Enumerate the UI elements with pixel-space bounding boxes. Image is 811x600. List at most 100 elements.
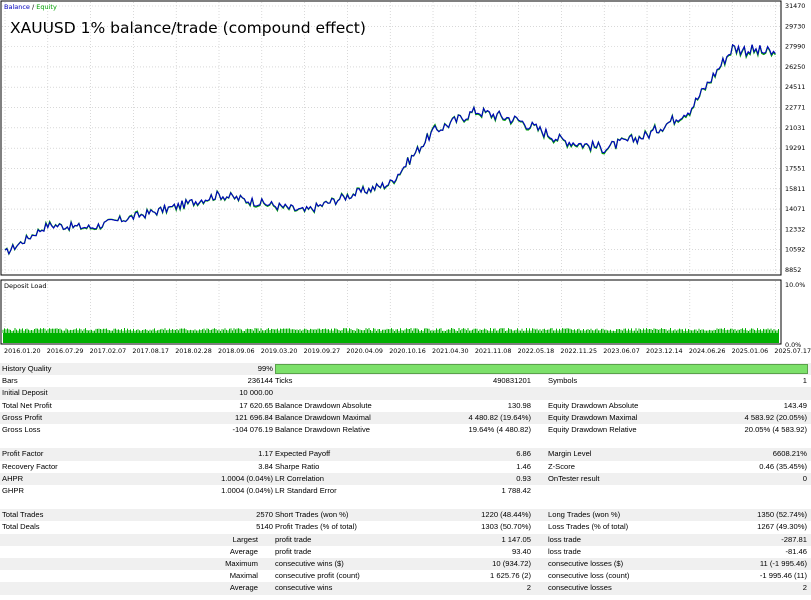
x-tick-label: 2017.08.17: [132, 347, 169, 355]
x-tick-label: 2025.01.06: [732, 347, 769, 355]
margin-level-label: Margin Level: [548, 449, 592, 459]
row-maximal: Maximal consecutive profit (count) 1 625…: [0, 570, 811, 582]
equity-dd-rel-value: 20.05% (4 583.92): [744, 424, 807, 434]
profit-factor-label: Profit Factor: [2, 449, 44, 459]
x-tick-label: 2018.09.06: [218, 347, 255, 355]
x-tick-label: 2021.11.08: [475, 347, 512, 355]
average-profit-value: 93.40: [511, 546, 531, 556]
equity-dd-rel-label: Equity Drawdown Relative: [548, 424, 637, 434]
y-tick-label: 19291: [785, 144, 805, 152]
x-tick-label: 2020.04.09: [346, 347, 383, 355]
deposit-load-bars: [3, 333, 779, 343]
total-deals-label: Total Deals: [2, 522, 40, 532]
maximal-cons-loss-value: -1 995.46 (11): [759, 571, 807, 581]
average-profit-label: profit trade: [275, 546, 312, 556]
x-tick-label: 2019.03.20: [261, 347, 298, 355]
balance-dd-abs-value: 130.98: [507, 400, 531, 410]
history-quality-bar: [275, 364, 808, 374]
lr-correlation-label: LR Correlation: [275, 473, 324, 483]
grid: [2, 2, 780, 274]
average-consecutive-label: Average: [229, 583, 258, 593]
balance-dd-rel-label: Balance Drawdown Relative: [275, 424, 370, 434]
balance-dd-abs-label: Balance Drawdown Absolute: [275, 400, 372, 410]
y-tick-label: 17551: [785, 164, 805, 172]
ontester-value: 0: [802, 473, 807, 483]
deposit-load-chart: Deposit Load 10.0% 0.0% 2016.01.20 2016.0…: [0, 279, 811, 355]
total-net-profit-label: Total Net Profit: [2, 400, 52, 410]
profit-trades-value: 1303 (50.70%): [481, 522, 531, 532]
average-label: Average: [229, 546, 258, 556]
row-total-trades: Total Trades 2570 Short Trades (won %) 1…: [0, 509, 811, 522]
ticks-value: 490831201: [492, 376, 531, 386]
x-tick-label: 2022.05.18: [518, 347, 555, 355]
ahpr-value: 1.0004 (0.04%): [221, 473, 273, 483]
y-axis-ticks: 31470 29730 27990 26250 24511 22771 21031 19291…: [785, 2, 805, 274]
y-tick-label: 22771: [785, 104, 805, 112]
recovery-factor-label: Recovery Factor: [2, 461, 58, 471]
short-trades-label: Short Trades (won %): [275, 510, 349, 520]
symbols-label: Symbols: [548, 376, 578, 386]
lr-standard-error-label: LR Standard Error: [275, 485, 337, 495]
sharpe-ratio-value: 1.46: [516, 461, 531, 471]
ahpr-label: AHPR: [2, 473, 24, 483]
y-tick-label: 12332: [785, 225, 805, 233]
row-maximum: Maximum consecutive wins ($) 10 (934.72)…: [0, 558, 811, 571]
deposit-tick-top: 10.0%: [785, 281, 805, 289]
avg-cons-wins-label: consecutive wins: [275, 583, 333, 593]
row-gross-profit: Gross Profit 121 696.84 Balance Drawdown…: [0, 411, 811, 424]
legend-separator: /: [30, 3, 36, 11]
row-recovery-factor: Recovery Factor 3.84 Sharpe Ratio 1.46 Z…: [0, 461, 811, 473]
largest-loss-value: -287.81: [781, 534, 807, 544]
row-history-quality: History Quality 99%: [0, 363, 811, 376]
total-deals-value: 5140: [256, 522, 273, 532]
avg-cons-losses-label: consecutive losses: [548, 583, 612, 593]
x-tick-label: 2024.06.26: [689, 347, 726, 355]
ghpr-label: GHPR: [2, 485, 24, 495]
equity-dd-max-value: 4 583.92 (20.05%): [744, 412, 807, 422]
maximal-cons-profit-value: 1 625.76 (2): [490, 571, 531, 581]
row-total-deals: Total Deals 5140 Profit Trades (% of tot…: [0, 521, 811, 533]
y-tick-label: 29730: [785, 22, 805, 30]
x-axis-ticks: 2016.01.20 2016.07.29 2017.02.07 2017.08.17…: [4, 347, 811, 355]
ontester-label: OnTester result: [548, 473, 600, 483]
max-cons-losses-value: 11 (-1 995.46): [759, 559, 807, 568]
balance-line: [4, 43, 776, 256]
symbols-value: 1: [802, 376, 807, 386]
report-table: History Quality 99% Bars 236144 Ticks 49…: [0, 363, 811, 595]
max-cons-wins-value: 10 (934.72): [492, 559, 531, 568]
row-average: Average profit trade 93.40 loss trade -8…: [0, 546, 811, 558]
history-quality-value: 99%: [257, 364, 273, 373]
recovery-factor-value: 3.84: [258, 461, 273, 471]
row-average-consecutive: Average consecutive wins 2 consecutive l…: [0, 582, 811, 595]
margin-level-value: 6608.21%: [772, 449, 807, 459]
x-tick-label: 2016.07.29: [47, 347, 84, 355]
y-tick-label: 8852: [785, 266, 801, 274]
long-trades-value: 1350 (52.74%): [757, 510, 807, 520]
row-initial-deposit: Initial Deposit 10 000.00: [0, 387, 811, 400]
row-ghpr: GHPR 1.0004 (0.04%) LR Standard Error 1 …: [0, 485, 811, 497]
balance-dd-max-label: Balance Drawdown Maximal: [275, 412, 371, 422]
y-tick-label: 24511: [785, 83, 805, 91]
legend-balance: Balance: [4, 3, 30, 11]
y-tick-label: 14071: [785, 205, 805, 213]
spacer: [0, 497, 811, 509]
total-trades-label: Total Trades: [2, 510, 44, 520]
avg-cons-losses-value: 2: [802, 583, 807, 593]
bars-value: 236144: [247, 376, 273, 386]
legend: Balance / Equity: [4, 3, 57, 11]
average-loss-label: loss trade: [548, 546, 581, 556]
plot-area: [0, 0, 782, 276]
lr-correlation-value: 0.93: [516, 473, 531, 483]
total-net-profit-value: 17 620.65: [239, 400, 273, 410]
maximum-label: Maximum: [225, 559, 258, 568]
row-largest: Largest profit trade 1 147.05 loss trade…: [0, 533, 811, 546]
y-tick-label: 21031: [785, 124, 805, 132]
z-score-value: 0.46 (35.45%): [759, 461, 807, 471]
largest-profit-value: 1 147.05: [501, 534, 531, 544]
expected-payoff-label: Expected Payoff: [275, 449, 331, 459]
lr-standard-error-value: 1 788.42: [501, 485, 531, 495]
x-tick-label: 2022.11.25: [560, 347, 597, 355]
maximal-cons-profit-label: consecutive profit (count): [275, 571, 360, 581]
gross-loss-label: Gross Loss: [2, 424, 41, 434]
row-profit-factor: Profit Factor 1.17 Expected Payoff 6.86 …: [0, 448, 811, 461]
